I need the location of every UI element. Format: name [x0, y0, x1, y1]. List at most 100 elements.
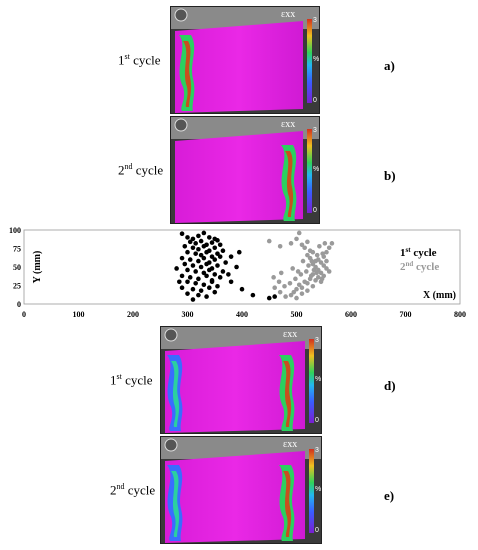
- data-point-series-2: [266, 238, 272, 244]
- data-point-series-1: [217, 254, 223, 259]
- data-point-series-2: [288, 292, 294, 298]
- camera-lens-icon: [164, 438, 178, 452]
- data-point-series-1: [204, 249, 209, 255]
- data-point-series-2: [314, 270, 319, 276]
- data-point-series-1: [179, 273, 185, 279]
- cycle-ordinal-suffix: nd: [124, 162, 133, 171]
- x-tick-label: 600: [345, 310, 357, 319]
- data-point-series-1: [215, 263, 220, 268]
- data-point-series-2: [296, 282, 302, 288]
- camera-lens-icon: [164, 328, 178, 342]
- x-axis-label: X (mm): [423, 290, 456, 301]
- cycle-ordinal: 2: [118, 162, 125, 178]
- data-point-series-1: [185, 291, 190, 296]
- data-point-series-2: [324, 258, 329, 264]
- data-point-series-1: [272, 294, 278, 299]
- data-point-series-2: [317, 243, 322, 249]
- colorbar-max-label: 3: [313, 17, 317, 24]
- cycle-word: cycle: [124, 482, 156, 498]
- panel-letter: d): [384, 378, 396, 393]
- data-point-series-1: [204, 273, 209, 279]
- x-tick-label: 300: [182, 310, 194, 319]
- data-point-series-1: [190, 297, 196, 302]
- cycle-label: 1st cycle: [118, 52, 161, 68]
- data-point-series-1: [190, 286, 196, 292]
- data-point-series-2: [326, 245, 332, 251]
- x-tick-label: 700: [400, 310, 412, 319]
- strain-symbol: εxx: [281, 119, 296, 130]
- data-point-series-2: [322, 241, 328, 246]
- camera-lens-icon: [174, 118, 188, 132]
- cycle-ordinal: 2: [110, 482, 117, 498]
- data-point-series-2: [305, 252, 310, 258]
- scatter-chart: c) 02550751000100200300400500600700800Y …: [9, 226, 466, 319]
- cycle-word: cycle: [132, 162, 164, 178]
- cycle-ordinal: 1: [110, 372, 117, 388]
- data-point-series-2: [298, 272, 304, 277]
- data-point-series-1: [185, 279, 190, 285]
- strain-field-image: 3% 0 εxx: [160, 436, 322, 544]
- data-point-series-1: [201, 255, 207, 261]
- cycle-ordinal-suffix: st: [116, 372, 122, 381]
- strain-symbol: εxx: [283, 329, 298, 340]
- legend-word: cycle: [413, 261, 439, 273]
- data-point-series-1: [201, 270, 207, 276]
- colorbar-unit-label: %: [313, 56, 320, 63]
- data-point-series-1: [193, 280, 198, 286]
- legend-ordinal-suffix: nd: [406, 260, 414, 268]
- data-point-series-2: [324, 249, 329, 255]
- data-point-series-1: [190, 263, 196, 268]
- data-point-series-2: [296, 230, 302, 236]
- colorbar: [307, 19, 312, 103]
- panel-letter: b): [384, 168, 396, 183]
- colorbar-min-label: 0: [313, 207, 317, 214]
- data-point-series-1: [182, 261, 188, 267]
- strain-symbol: εxx: [281, 9, 296, 20]
- data-point-series-2: [277, 289, 283, 295]
- data-point-series-2: [271, 275, 276, 280]
- panel-d: 1st cycle 3% 0 εxx d): [0, 326, 478, 434]
- data-point-series-1: [187, 257, 193, 262]
- data-point-series-1: [209, 254, 215, 259]
- data-point-series-1: [196, 292, 201, 298]
- data-point-series-1: [209, 240, 215, 245]
- cycle-ordinal-suffix: st: [124, 52, 130, 61]
- cycle-label: 1st cycle: [110, 372, 153, 388]
- data-point-series-2: [276, 279, 282, 285]
- data-point-series-1: [212, 245, 218, 251]
- data-point-series-2: [294, 236, 299, 242]
- data-point-series-2: [319, 276, 325, 282]
- data-point-series-2: [308, 273, 314, 279]
- data-point-series-1: [190, 236, 196, 242]
- data-point-series-2: [305, 288, 310, 293]
- colorbar: [307, 129, 312, 213]
- data-point-series-2: [299, 291, 305, 296]
- strain-field-image: 3% 0 εxx: [160, 326, 322, 434]
- data-point-series-1: [198, 288, 204, 293]
- data-point-series-2: [290, 266, 295, 271]
- data-point-series-1: [215, 283, 220, 289]
- data-point-series-2: [313, 278, 318, 283]
- data-point-series-2: [282, 283, 287, 289]
- data-point-series-1: [198, 252, 204, 258]
- data-point-series-1: [234, 264, 239, 270]
- legend-ordinal: 2: [400, 261, 406, 273]
- data-point-series-2: [305, 239, 310, 245]
- colorbar-min-label: 0: [313, 97, 317, 104]
- data-point-series-2: [302, 279, 307, 285]
- data-point-series-1: [204, 261, 209, 267]
- data-point-series-1: [196, 233, 201, 239]
- data-point-series-2: [316, 257, 321, 262]
- data-point-series-1: [207, 285, 212, 291]
- data-point-series-2: [304, 269, 309, 274]
- data-point-series-2: [311, 267, 317, 273]
- panel-a: 1st cycle 3% 0 εxx a): [0, 6, 478, 114]
- data-point-series-1: [190, 245, 196, 251]
- data-point-series-1: [185, 267, 190, 273]
- data-point-series-2: [278, 270, 284, 276]
- data-point-series-1: [187, 275, 193, 280]
- data-point-series-1: [193, 251, 198, 256]
- data-point-series-1: [215, 251, 220, 256]
- colorbar-max-label: 3: [315, 337, 319, 344]
- legend-word: cycle: [411, 247, 437, 259]
